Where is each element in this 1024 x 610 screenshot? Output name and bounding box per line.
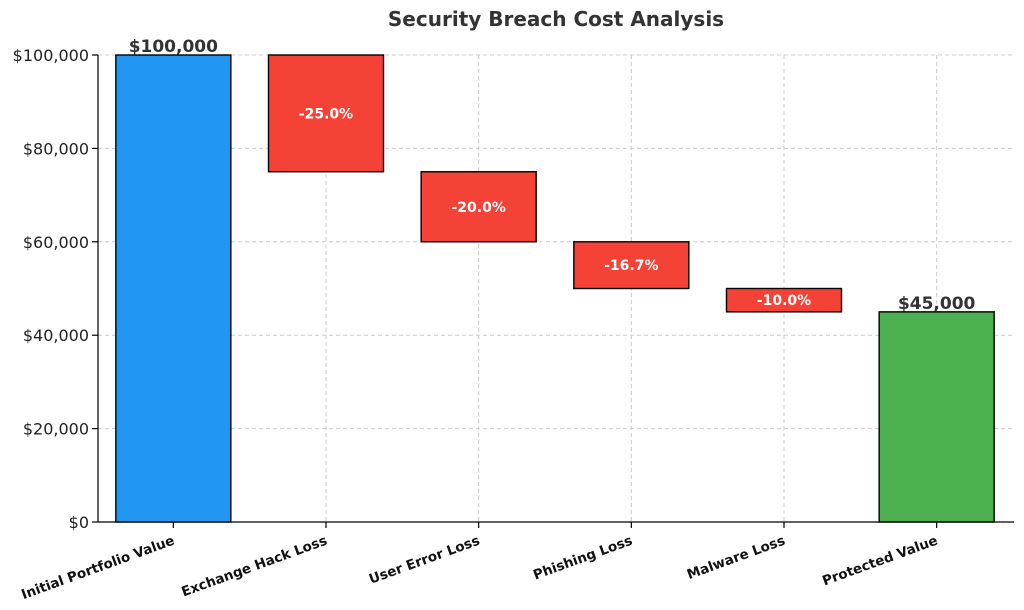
bars-layer [115,54,995,523]
chart-title: Security Breach Cost Analysis [388,7,724,31]
loss-percent-label: -25.0% [299,106,353,122]
loss-percent-label: -10.0% [757,293,811,309]
x-tick-label: Malware Loss [685,533,787,583]
y-tick-label: $0 [69,513,89,532]
y-tick-label: $80,000 [23,139,89,158]
y-tick-label: $40,000 [23,326,89,345]
y-tick-label: $100,000 [13,46,89,65]
loss-percent-label: -20.0% [451,200,505,216]
total-value-label: $100,000 [129,37,218,57]
x-tick-label: Exchange Hack Loss [179,533,329,601]
x-tick-label: Protected Value [820,533,940,590]
loss-bar [420,171,537,243]
total-bar [878,311,995,523]
loss-bar [267,54,385,173]
y-tick-label: $60,000 [23,233,89,252]
grid-layer [98,54,1014,522]
x-tick-label: User Error Loss [367,533,482,588]
y-tick-label: $20,000 [23,420,89,439]
loss-bar [725,287,843,313]
labels-layer: $100,000 -25.0% -20.0% -16.7% -10.0% $45,000 [129,37,976,314]
total-bar [115,54,232,523]
loss-bar [573,241,690,290]
x-tick-label: Phishing Loss [531,533,635,584]
x-tick-label: Initial Portfolio Value [19,533,176,603]
loss-percent-label: -16.7% [604,258,658,274]
total-value-label: $45,000 [898,294,976,314]
